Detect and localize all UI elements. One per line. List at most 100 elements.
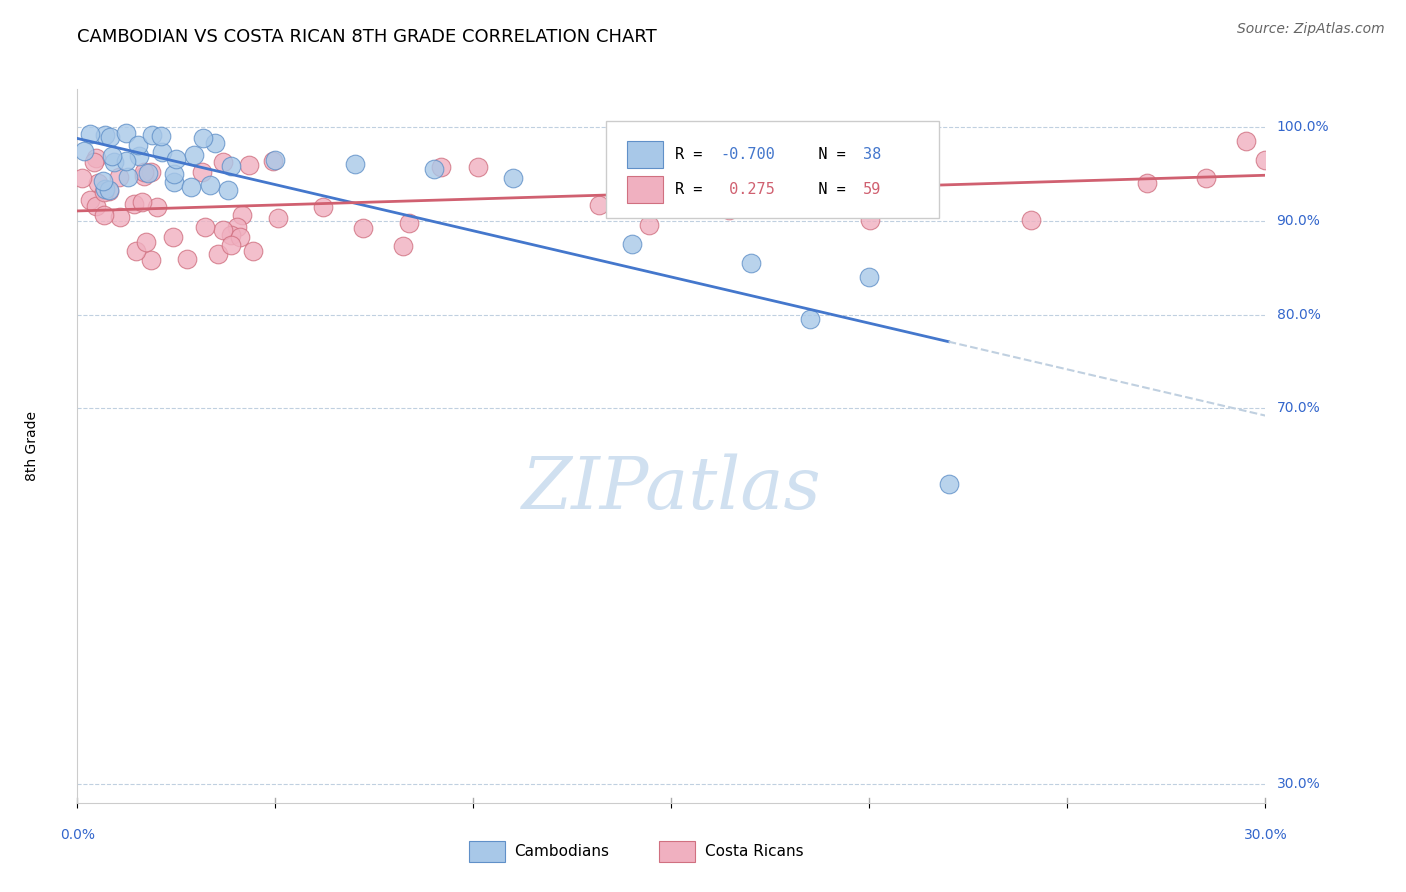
- Bar: [627, 177, 664, 203]
- Point: [264, 153, 287, 167]
- Point: [79, 127, 101, 141]
- Point: [858, 270, 880, 285]
- Point: [938, 476, 960, 491]
- Point: [755, 174, 778, 188]
- Text: N =: N =: [792, 146, 855, 161]
- Point: [226, 220, 249, 235]
- Point: [87, 176, 110, 190]
- Point: [115, 126, 138, 140]
- Point: [139, 253, 162, 268]
- Point: [1274, 143, 1296, 157]
- Point: [901, 153, 924, 168]
- Point: [122, 197, 145, 211]
- Text: R =: R =: [675, 146, 711, 161]
- Point: [94, 128, 117, 142]
- Point: [125, 244, 148, 258]
- Point: [79, 193, 101, 207]
- Point: [145, 200, 167, 214]
- Point: [242, 244, 264, 258]
- Text: Source: ZipAtlas.com: Source: ZipAtlas.com: [1237, 22, 1385, 37]
- Point: [637, 218, 659, 232]
- Point: [98, 130, 121, 145]
- Point: [149, 129, 172, 144]
- Point: [101, 149, 124, 163]
- Point: [312, 200, 335, 214]
- Text: Costa Ricans: Costa Ricans: [704, 844, 803, 859]
- Point: [231, 208, 253, 222]
- Point: [162, 230, 184, 244]
- Point: [165, 152, 187, 166]
- Point: [219, 159, 242, 173]
- Text: 30.0%: 30.0%: [1277, 777, 1320, 791]
- Point: [343, 157, 366, 171]
- Text: 59: 59: [863, 182, 882, 197]
- Text: R =: R =: [675, 182, 711, 197]
- Point: [180, 179, 202, 194]
- Point: [398, 216, 420, 230]
- Point: [204, 136, 226, 150]
- FancyBboxPatch shape: [606, 121, 939, 218]
- Point: [127, 138, 149, 153]
- Text: 8th Grade: 8th Grade: [25, 411, 39, 481]
- Point: [136, 166, 159, 180]
- Point: [183, 148, 205, 162]
- Text: 30.0%: 30.0%: [1243, 828, 1288, 842]
- Text: 100.0%: 100.0%: [1277, 120, 1329, 134]
- Text: -0.700: -0.700: [720, 146, 775, 161]
- Text: N =: N =: [792, 182, 855, 197]
- Point: [211, 223, 233, 237]
- Point: [93, 185, 115, 199]
- Point: [198, 178, 221, 192]
- Text: CAMBODIAN VS COSTA RICAN 8TH GRADE CORRELATION CHART: CAMBODIAN VS COSTA RICAN 8TH GRADE CORRE…: [77, 29, 657, 46]
- Point: [115, 153, 138, 168]
- Point: [262, 153, 284, 168]
- Text: 38: 38: [863, 146, 882, 161]
- Point: [429, 161, 451, 175]
- Point: [176, 252, 198, 267]
- Point: [853, 182, 876, 196]
- Point: [93, 208, 115, 222]
- Point: [131, 195, 153, 210]
- Point: [72, 170, 94, 185]
- Point: [108, 210, 131, 224]
- Point: [141, 128, 163, 143]
- Text: ZIPatlas: ZIPatlas: [522, 453, 821, 524]
- Point: [84, 151, 107, 165]
- Point: [267, 211, 290, 225]
- Point: [117, 169, 139, 184]
- Bar: [659, 840, 695, 862]
- Point: [1234, 134, 1257, 148]
- Text: 90.0%: 90.0%: [1277, 214, 1320, 227]
- Text: Cambodians: Cambodians: [515, 844, 610, 859]
- Point: [770, 171, 793, 186]
- Point: [1254, 153, 1277, 167]
- Point: [191, 165, 214, 179]
- Text: 70.0%: 70.0%: [1277, 401, 1320, 416]
- Bar: [627, 141, 664, 168]
- Point: [1136, 176, 1159, 190]
- Point: [108, 170, 131, 185]
- Point: [97, 184, 120, 198]
- Point: [228, 230, 250, 244]
- Text: 80.0%: 80.0%: [1277, 308, 1320, 321]
- Point: [681, 178, 703, 193]
- Point: [128, 149, 150, 163]
- Point: [217, 183, 239, 197]
- Text: 0.275: 0.275: [720, 182, 775, 197]
- Point: [94, 181, 117, 195]
- Point: [163, 175, 186, 189]
- Point: [134, 169, 156, 183]
- Point: [150, 145, 173, 159]
- Point: [212, 155, 235, 169]
- Point: [191, 131, 214, 145]
- Point: [352, 220, 374, 235]
- Point: [207, 247, 229, 261]
- Point: [84, 198, 107, 212]
- Point: [194, 220, 217, 235]
- Text: 0.0%: 0.0%: [60, 828, 94, 842]
- Point: [219, 237, 242, 252]
- Point: [605, 182, 627, 196]
- Point: [134, 235, 156, 249]
- Point: [98, 183, 121, 197]
- Point: [799, 312, 821, 326]
